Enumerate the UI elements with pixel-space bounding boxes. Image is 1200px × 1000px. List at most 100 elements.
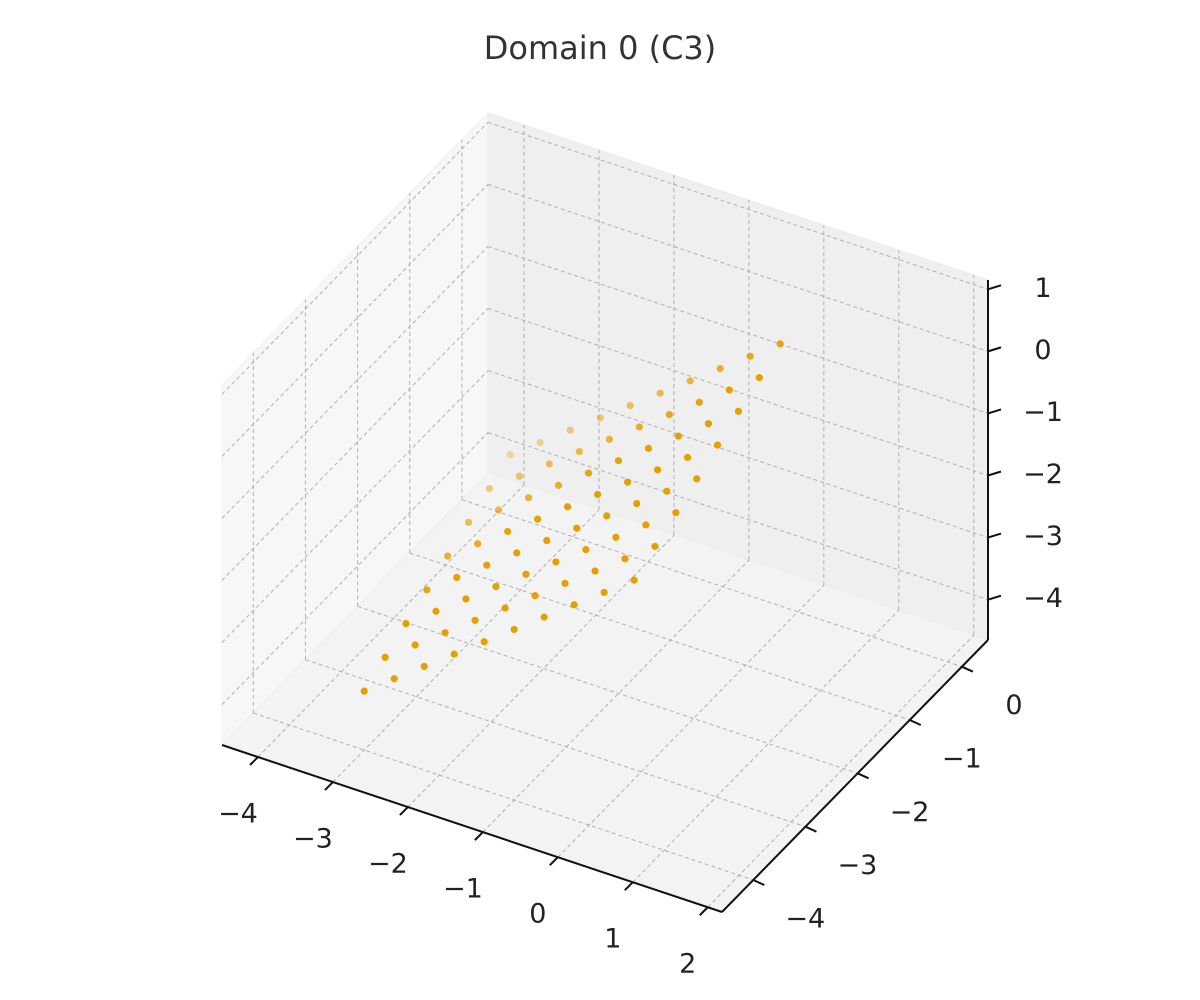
point: [485, 485, 494, 493]
point: [614, 457, 623, 465]
point: [381, 653, 389, 661]
chart-title: Domain 0 (C3): [484, 29, 717, 67]
y-tick-label: −1: [942, 744, 982, 775]
grid-line: [487, 308, 989, 476]
point: [423, 586, 431, 594]
x-tick: [474, 831, 484, 841]
point: [483, 561, 491, 569]
point: [515, 472, 524, 480]
point: [474, 540, 482, 548]
x-tick-label: −1: [443, 874, 483, 905]
point: [462, 595, 470, 603]
z-tick-label: 1: [1034, 273, 1051, 304]
point: [644, 444, 653, 452]
x-tick: [549, 856, 559, 866]
point: [522, 570, 530, 578]
grid-line: [221, 370, 489, 643]
point: [545, 460, 553, 468]
point: [471, 616, 479, 624]
point: [626, 401, 634, 410]
point: [642, 521, 650, 529]
grid-line: [487, 432, 989, 601]
grid-line: [253, 712, 754, 881]
grid-line: [557, 584, 825, 858]
y-axis: [721, 639, 989, 913]
grid-line: [257, 484, 525, 758]
point: [612, 533, 620, 541]
point: [653, 466, 662, 474]
point: [591, 567, 599, 575]
y-tick-label: −2: [890, 797, 930, 828]
point: [504, 527, 512, 536]
x-tick-label: −2: [368, 849, 408, 880]
point: [635, 423, 643, 431]
point: [552, 558, 560, 566]
grid-line: [407, 534, 675, 808]
grid-line: [487, 121, 989, 290]
point: [651, 542, 659, 550]
point: [510, 625, 518, 634]
point: [656, 389, 664, 397]
point: [582, 546, 590, 554]
y-tick: [857, 772, 870, 780]
point: [464, 518, 473, 526]
point: [420, 662, 428, 671]
point: [746, 352, 754, 360]
grid-line: [221, 121, 489, 395]
point: [575, 448, 583, 456]
point: [554, 481, 563, 489]
point: [704, 420, 713, 428]
grid-line: [357, 605, 858, 774]
point: [450, 650, 458, 658]
point: [600, 588, 608, 597]
grid-line: [632, 609, 900, 883]
y-tick-label: −3: [838, 850, 878, 881]
grid-line: [461, 499, 963, 668]
y-tick: [805, 825, 817, 833]
point: [630, 576, 638, 584]
y-tick: [961, 665, 974, 673]
x-tick-label: 2: [679, 949, 696, 980]
x-tick: [699, 906, 709, 916]
point: [524, 494, 533, 502]
point: [531, 592, 539, 600]
point: [543, 536, 551, 545]
point: [540, 613, 548, 621]
z-tick: [987, 346, 1002, 353]
grid-line: [221, 184, 489, 457]
point: [594, 490, 602, 499]
point: [390, 675, 398, 683]
point: [570, 601, 578, 609]
point: [444, 552, 452, 560]
point: [360, 687, 368, 695]
z-tick-label: −4: [1023, 583, 1063, 614]
point: [623, 478, 632, 486]
x-tick-label: −4: [218, 799, 258, 830]
grid-line: [409, 552, 910, 721]
grid-line: [482, 559, 750, 833]
z-tick: [987, 594, 1002, 601]
z-tick-label: 0: [1034, 335, 1051, 366]
grid-line: [221, 308, 489, 581]
grid-line: [487, 183, 989, 352]
z-tick-label: −3: [1023, 521, 1063, 552]
grid-line: [221, 246, 489, 519]
point: [695, 398, 703, 406]
grid-line: [221, 432, 489, 706]
point: [506, 451, 514, 459]
point: [536, 438, 544, 447]
z-tick: [987, 408, 1002, 415]
point: [432, 607, 440, 615]
point: [621, 555, 629, 563]
point: [665, 411, 673, 419]
point: [492, 583, 500, 591]
point: [674, 432, 683, 440]
grid-line: [332, 509, 600, 783]
point: [441, 629, 449, 637]
y-tick-label: −4: [785, 904, 825, 935]
grid-line: [487, 245, 989, 414]
point: [776, 340, 784, 348]
point: [683, 453, 692, 462]
point: [686, 377, 694, 385]
point: [596, 414, 604, 422]
